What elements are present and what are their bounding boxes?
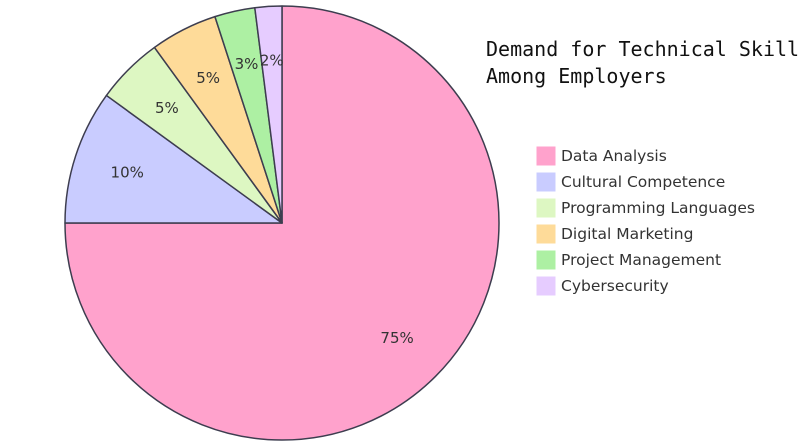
pie-slices [64, 5, 500, 441]
pie-slice-cultural-competence [64, 94, 283, 224]
legend-label-cybersecurity: Cybersecurity [561, 277, 669, 295]
legend-swatch-cultural-competence [535, 171, 557, 193]
legend-swatch-project-management [535, 249, 557, 271]
pie-slice-label-project-management: 3% [235, 55, 259, 73]
legend-label-project-management: Project Management [561, 251, 721, 269]
legend-label-cultural-competence: Cultural Competence [561, 173, 725, 191]
chart-title: Demand for Technical Skills Among Employ… [486, 37, 800, 88]
legend-swatch-data-analysis [535, 145, 557, 167]
legend-label-programming-languages: Programming Languages [561, 199, 755, 217]
pie-slice-label-digital-marketing: 5% [196, 69, 220, 87]
legend-swatch-programming-languages [535, 197, 557, 219]
pie-slice-label-cultural-competence: 10% [111, 164, 144, 182]
legend: Data Analysis Cultural Competence Programm… [535, 145, 755, 297]
legend-label-digital-marketing: Digital Marketing [561, 225, 693, 243]
pie-slice-label-programming-languages: 5% [155, 99, 179, 117]
pie-slice-label-cybersecurity: 2% [260, 52, 284, 70]
pie-slice-cybersecurity [254, 5, 283, 224]
chart-title-line-1: Demand for Technical Skills [486, 37, 800, 61]
legend-swatch-digital-marketing [535, 223, 557, 245]
chart-title-line-2: Among Employers [486, 64, 667, 88]
legend-swatch-cybersecurity [535, 275, 557, 297]
pie-slice-label-data-analysis: 75% [380, 329, 413, 347]
legend-label-data-analysis: Data Analysis [561, 147, 667, 165]
pie-slice-labels: 75% 10% 5% 5% 3% 2% [111, 52, 414, 348]
